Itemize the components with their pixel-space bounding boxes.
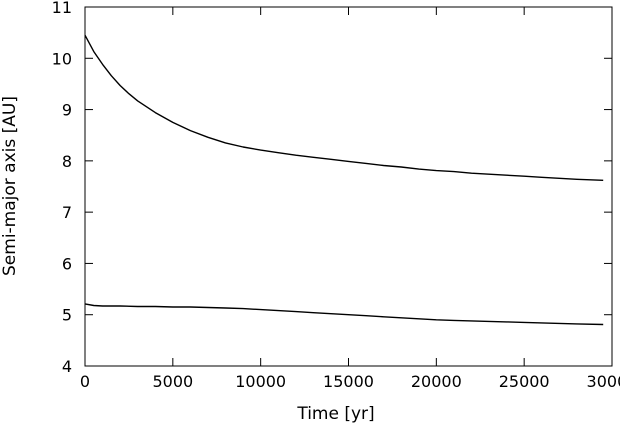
y-tick-label: 11 bbox=[52, 0, 72, 17]
y-tick-label: 8 bbox=[62, 152, 72, 171]
ticks-layer: 0 5000 10000 15000 20000 25000 30000 4 5 6 7 8 9 10 11 bbox=[52, 0, 620, 391]
plot-frame bbox=[84, 6, 613, 367]
y-tick-label: 7 bbox=[62, 203, 72, 222]
x-tick-label: 5000 bbox=[152, 372, 193, 391]
y-tick-label: 5 bbox=[62, 306, 72, 325]
y-tick-label: 6 bbox=[62, 254, 72, 273]
series-layer bbox=[84, 34, 604, 326]
y-tick-label: 9 bbox=[62, 101, 72, 120]
series-line-1 bbox=[84, 34, 604, 181]
x-axis-label: Time [yr] bbox=[296, 404, 374, 424]
x-tick-label: 15000 bbox=[323, 372, 374, 391]
x-tick-label: 0 bbox=[80, 372, 90, 391]
x-tick-label: 10000 bbox=[235, 372, 286, 391]
y-tick-label: 4 bbox=[62, 357, 72, 376]
x-tick-label: 30000 bbox=[587, 372, 620, 391]
series-line-2 bbox=[84, 303, 604, 326]
y-tick-label: 10 bbox=[52, 49, 72, 68]
x-tick-label: 25000 bbox=[499, 372, 550, 391]
y-axis-label: Semi-major axis [AU] bbox=[0, 96, 20, 276]
x-tick-label: 20000 bbox=[411, 372, 462, 391]
